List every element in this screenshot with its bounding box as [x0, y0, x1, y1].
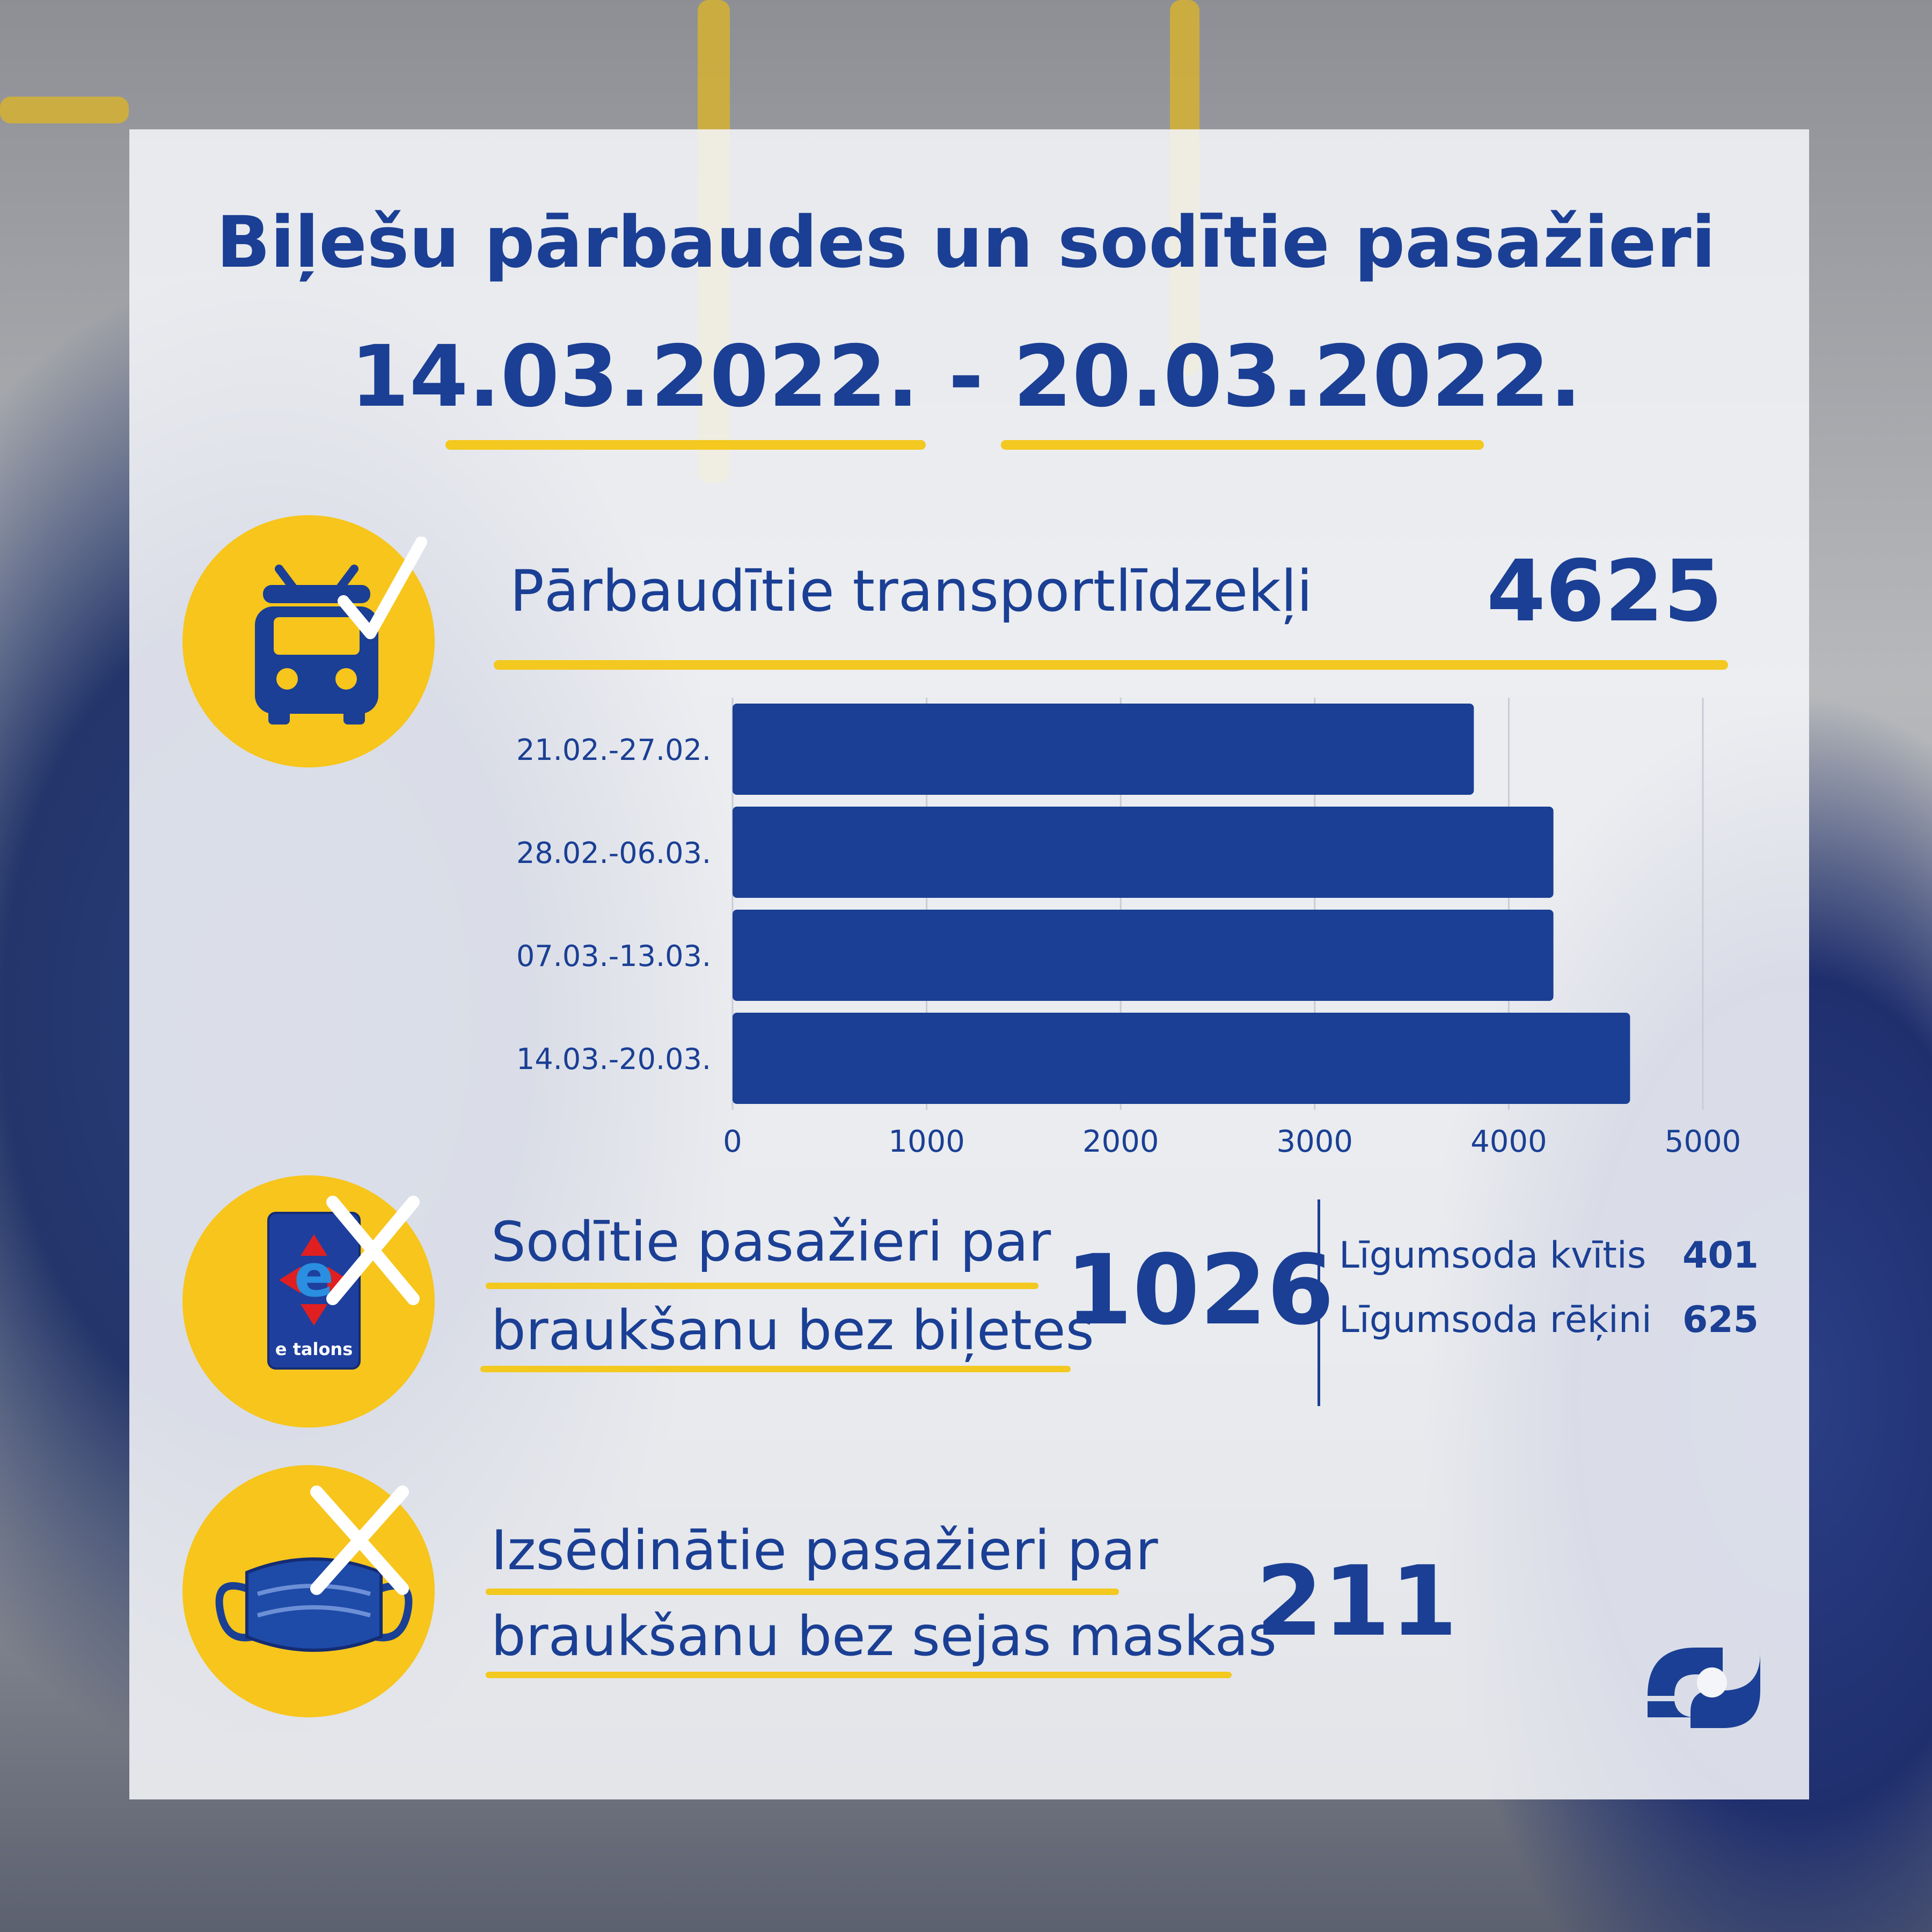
- mask-value: 211: [1256, 1546, 1458, 1658]
- face-mask-cross-icon: [215, 1485, 413, 1652]
- date-range: 14.03.2022. - 20.03.2022.: [350, 327, 1582, 426]
- chart-category-label: 21.02.-27.02.: [516, 733, 711, 767]
- breakdown-label: Līgumsoda rēķini: [1339, 1299, 1652, 1341]
- chart-category-label: 07.03.-13.03.: [516, 939, 711, 973]
- chart-bar: [733, 807, 1554, 898]
- date-underline: [445, 440, 926, 450]
- chart-category-label: 28.02.-06.03.: [516, 836, 711, 870]
- chart-x-tick-label: 5000: [1665, 1124, 1741, 1159]
- chart-x-tick-label: 1000: [888, 1124, 965, 1159]
- breakdown-label: Līgumsoda kvītis: [1339, 1234, 1646, 1277]
- chart-bar: [733, 704, 1474, 795]
- date-underline: [1001, 440, 1484, 450]
- chart-x-tick-label: 0: [723, 1124, 742, 1159]
- card-brand-text: e talons: [275, 1339, 353, 1359]
- page-title: Biļešu pārbaudes un sodītie pasažieri: [216, 201, 1716, 284]
- etalons-card-cross-icon: e e talons: [267, 1196, 420, 1370]
- handrail-pole: [0, 97, 129, 123]
- fined-label-line2: braukšanu bez biļetes: [491, 1299, 1094, 1363]
- mask-label-line2: braukšanu bez sejas maskas: [491, 1605, 1277, 1668]
- fined-underline-1: [486, 1283, 1038, 1289]
- chart-bar: [733, 910, 1554, 1001]
- vehicles-bar-chart: 0 1000 2000 3000 4000 5000 21.02.-27.02. 28.02.…: [516, 698, 1741, 1159]
- vehicles-label: Pārbaudītie transportlīdzekļi: [510, 558, 1313, 624]
- rs-logo: [1648, 1648, 1760, 1728]
- fined-label-line1: Sodītie pasažieri par: [491, 1210, 1051, 1274]
- chart-x-tick-label: 2000: [1082, 1124, 1159, 1159]
- vehicles-value: 4625: [1487, 542, 1723, 641]
- chart-x-tick-label: 3000: [1277, 1124, 1353, 1159]
- bus-check-icon: [255, 537, 427, 724]
- fined-underline-2: [480, 1366, 1071, 1372]
- breakdown-value: 401: [1682, 1234, 1759, 1277]
- mask-underline-1: [486, 1589, 1119, 1595]
- fined-divider: [1318, 1199, 1320, 1406]
- vehicles-underline: [494, 660, 1728, 670]
- breakdown-value: 625: [1682, 1299, 1759, 1341]
- mask-label-line1: Izsēdinātie pasažieri par: [491, 1519, 1158, 1583]
- chart-category-label: 14.03.-20.03.: [516, 1042, 711, 1076]
- fined-value: 1026: [1065, 1234, 1334, 1346]
- chart-x-tick-label: 4000: [1470, 1124, 1547, 1159]
- chart-bar: [733, 1013, 1630, 1104]
- mask-underline-2: [486, 1672, 1232, 1678]
